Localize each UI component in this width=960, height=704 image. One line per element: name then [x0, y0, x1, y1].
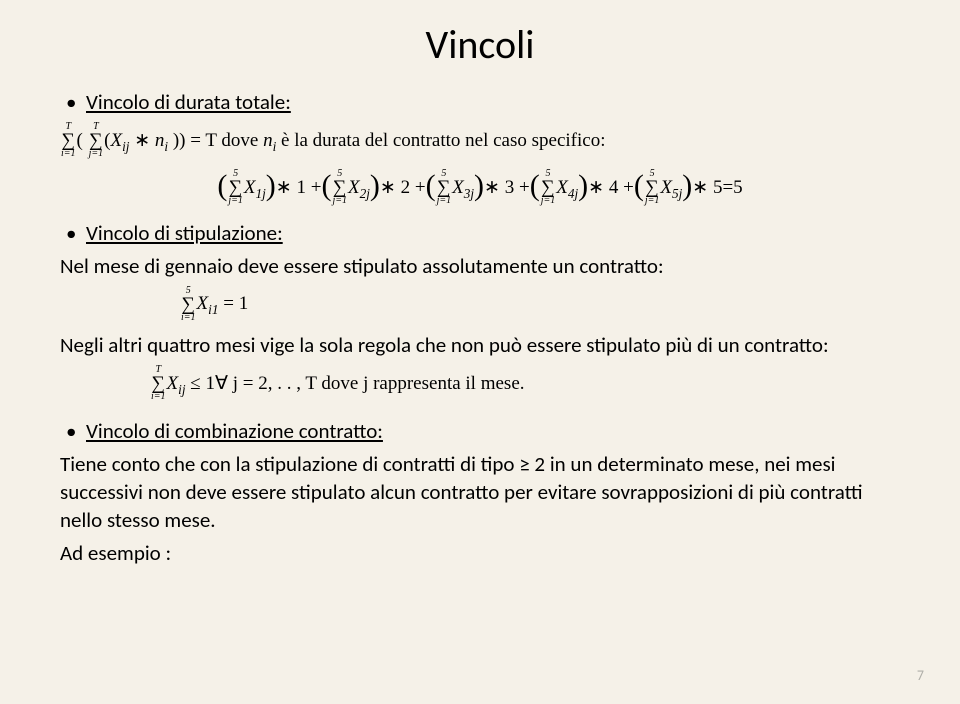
- s2-line3: Negli altri quattro mesi vige la sola re…: [60, 331, 900, 359]
- section-1: Vincolo di durata totale:: [60, 89, 900, 116]
- section-2: Vincolo di stipulazione:: [60, 220, 900, 247]
- s3-line1: Tiene conto che con la stipulazione di c…: [60, 450, 900, 535]
- heading-1: Vincolo di durata totale:: [86, 89, 291, 115]
- slide-title: Vincoli: [60, 20, 900, 69]
- heading-2: Vincolo di stipulazione:: [86, 220, 283, 246]
- formula-other-months: T∑i=1Xij ≤ 1 ∀ j = 2, . . , T dove j rap…: [60, 365, 900, 402]
- formula-duration-main: T∑i=1( T∑j=1(Xij ∗ ni )) = T dove ni è l…: [60, 122, 900, 159]
- page-number: 7: [917, 667, 924, 684]
- section-3: Vincolo di combinazione contratto:: [60, 418, 900, 445]
- s2-line1: Nel mese di gennaio deve essere stipulat…: [60, 252, 900, 280]
- formula-january: 5∑i=1Xi1 = 1: [60, 286, 900, 323]
- formula-duration-expanded: (5∑j=1X1j) ∗ 1 + (5∑j=1X2j) ∗ 2 + (5∑j=1…: [60, 169, 900, 206]
- heading-3: Vincolo di combinazione contratto:: [86, 418, 383, 444]
- s3-line2: Ad esempio :: [60, 539, 900, 567]
